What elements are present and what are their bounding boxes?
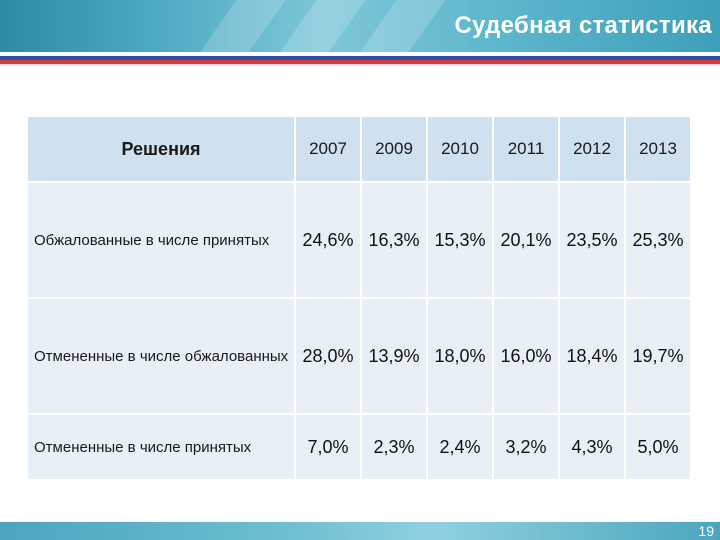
- table-cell: 24,6%: [295, 182, 362, 299]
- table-cell: 16,0%: [493, 298, 560, 415]
- table-cell: 5,0%: [625, 414, 692, 481]
- header-decor-streak: [183, 0, 297, 52]
- table-cell: 7,0%: [295, 414, 362, 481]
- table-cell: 3,2%: [493, 414, 560, 481]
- column-header-year: 2012: [559, 117, 626, 183]
- statistics-table: Решения 2007 2009 2010 2011 2012 2013 Об…: [28, 117, 692, 481]
- table-cell: 25,3%: [625, 182, 692, 299]
- table-cell: 2,4%: [427, 414, 494, 481]
- column-header-year: 2010: [427, 117, 494, 183]
- row-label: Отмененные в числе принятых: [28, 414, 296, 481]
- table-cell: 13,9%: [361, 298, 428, 415]
- footer-band: 19: [0, 522, 720, 540]
- table-cell: 15,3%: [427, 182, 494, 299]
- table-cell: 2,3%: [361, 414, 428, 481]
- row-label: Отмененные в числе обжалованных: [28, 298, 296, 415]
- header-decor-streak: [263, 0, 377, 52]
- table-cell: 23,5%: [559, 182, 626, 299]
- flag-stripe-blue: [0, 56, 720, 60]
- table-cell: 20,1%: [493, 182, 560, 299]
- header-decor-streak: [343, 0, 457, 52]
- table-cell: 19,7%: [625, 298, 692, 415]
- column-header-decisions: Решения: [28, 117, 296, 183]
- row-label: Обжалованные в числе принятых: [28, 182, 296, 299]
- flag-stripe-red: [0, 60, 720, 64]
- column-header-year: 2007: [295, 117, 362, 183]
- slide-title: Судебная статистика: [454, 12, 712, 39]
- table-row: Обжалованные в числе принятых 24,6% 16,3…: [28, 182, 692, 299]
- table-header-row: Решения 2007 2009 2010 2011 2012 2013: [28, 117, 692, 183]
- table-cell: 4,3%: [559, 414, 626, 481]
- column-header-year: 2013: [625, 117, 692, 183]
- table-cell: 16,3%: [361, 182, 428, 299]
- page-number: 19: [698, 523, 714, 539]
- table-cell: 18,0%: [427, 298, 494, 415]
- column-header-year: 2009: [361, 117, 428, 183]
- table-row: Отмененные в числе обжалованных 28,0% 13…: [28, 298, 692, 415]
- table-cell: 28,0%: [295, 298, 362, 415]
- table-cell: 18,4%: [559, 298, 626, 415]
- flag-shadow: [0, 64, 720, 67]
- header-band: Судебная статистика: [0, 0, 720, 52]
- flag-stripe-white: [0, 52, 720, 56]
- column-header-year: 2011: [493, 117, 560, 183]
- table-row: Отмененные в числе принятых 7,0% 2,3% 2,…: [28, 414, 692, 481]
